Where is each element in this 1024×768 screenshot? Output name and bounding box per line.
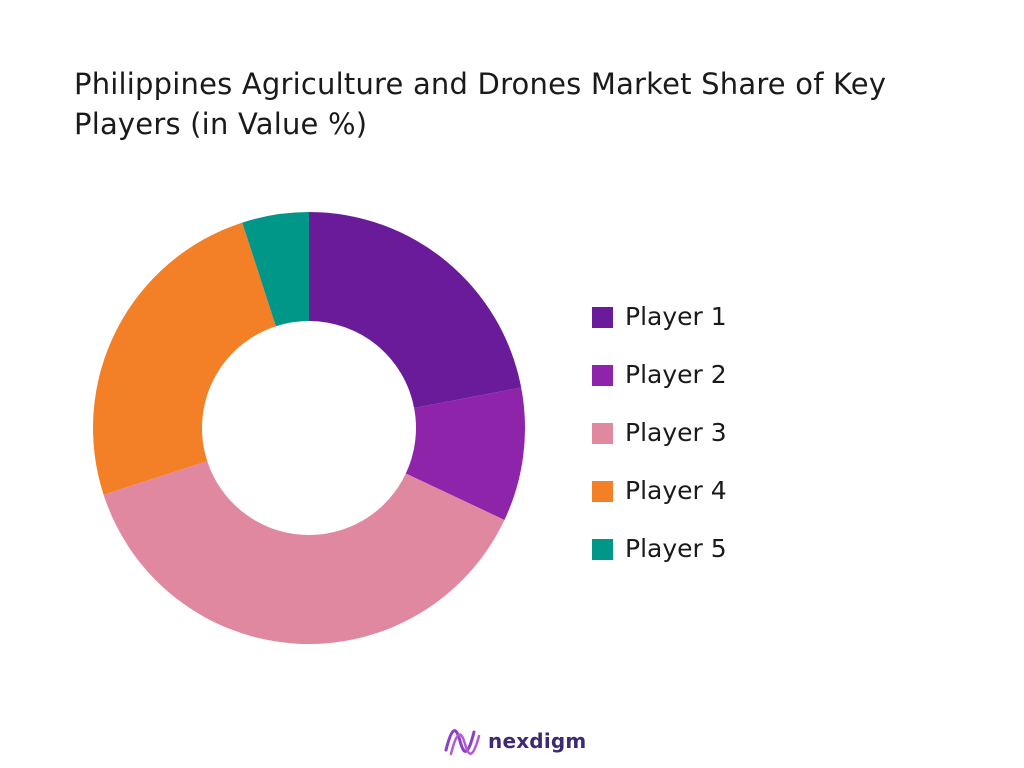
legend-item-player-5: Player 5	[592, 530, 727, 568]
slice-player-4	[92, 222, 276, 495]
donut-slices	[92, 212, 525, 644]
slice-player-3	[103, 461, 505, 644]
legend-label: Player 2	[625, 360, 727, 389]
legend-swatch	[592, 306, 613, 328]
slice-player-5	[242, 212, 309, 327]
nexdigm-wave-icon	[444, 729, 481, 756]
chart-title: Philippines Agriculture and Drones Marke…	[74, 67, 887, 141]
legend-label: Player 4	[625, 476, 727, 505]
legend-label: Player 1	[625, 302, 727, 331]
legend-swatch	[592, 364, 613, 386]
legend-swatch	[592, 538, 613, 560]
legend-item-player-4: Player 4	[592, 472, 727, 510]
legend-label: Player 5	[625, 534, 727, 563]
legend-swatch	[592, 422, 613, 444]
logo-text: nexdigm	[488, 729, 587, 753]
legend-item-player-2: Player 2	[592, 356, 727, 394]
legend-item-player-3: Player 3	[592, 414, 727, 452]
legend-swatch	[592, 480, 613, 502]
nexdigm-logo: nexdigm	[444, 724, 586, 758]
legend-label: Player 3	[625, 418, 727, 447]
slice-player-1	[309, 212, 522, 408]
legend-item-player-1: Player 1	[592, 298, 727, 336]
slice-player-2	[405, 387, 525, 520]
chart-legend: Player 1 Player 2 Player 3 Player 4 Player 5	[592, 298, 727, 588]
